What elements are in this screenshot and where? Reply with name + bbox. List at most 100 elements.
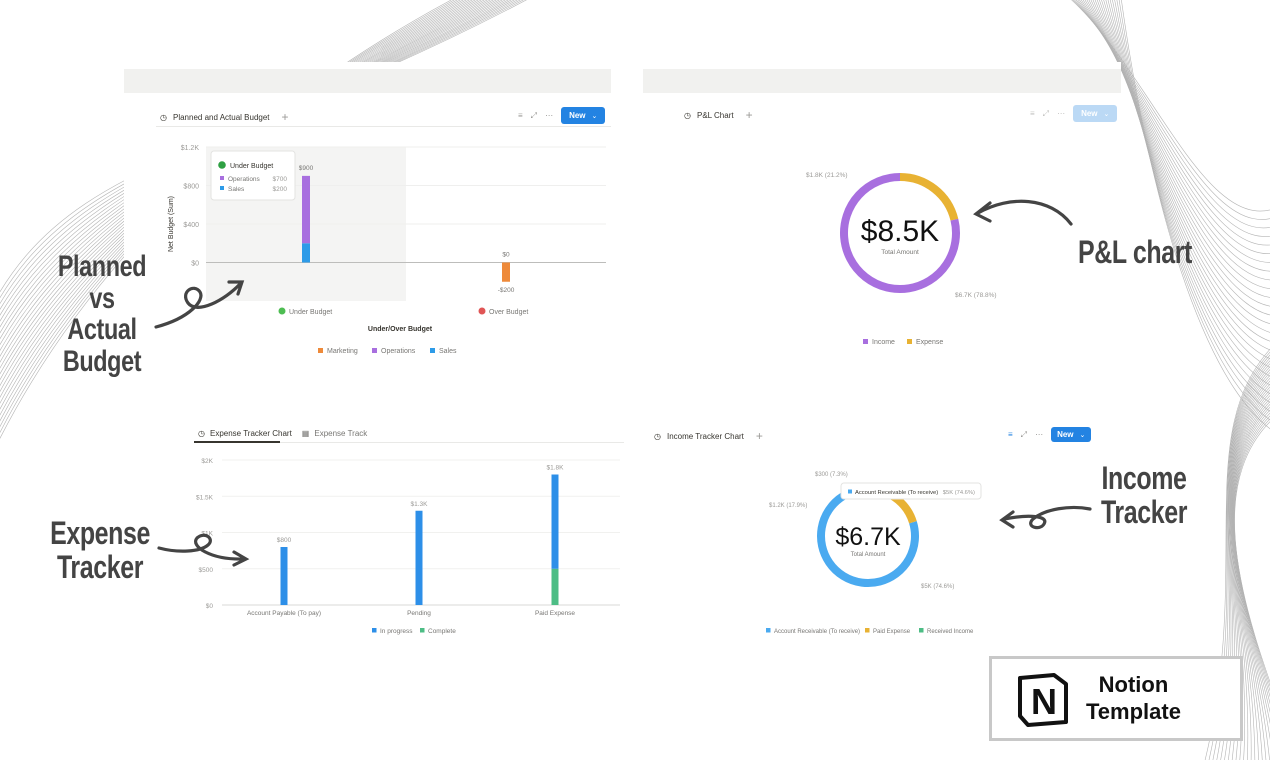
- chevron-down-icon: ⌄: [1079, 431, 1086, 439]
- more-icon[interactable]: ⋯: [545, 111, 554, 120]
- expense-tab-label-2: Expense Track: [314, 429, 368, 438]
- donut-slice: [817, 485, 919, 587]
- add-view-icon[interactable]: +: [745, 108, 753, 122]
- bar-segment: [502, 262, 510, 282]
- expand-icon[interactable]: ⤢: [530, 110, 538, 120]
- y-tick-label: $1.5K: [196, 494, 214, 501]
- arrow-pl: [976, 199, 1073, 226]
- y-tick-label: $500: [199, 567, 214, 574]
- filter-icon[interactable]: ≡: [1030, 109, 1035, 118]
- income-view-tab[interactable]: ◷ Income Tracker Chart +: [654, 429, 763, 443]
- planned-vs-actual-chart: $1.2K $800 $400 $0 Net Budget (Sum) Under Bud…: [168, 145, 606, 355]
- legend-label: In progress: [380, 628, 413, 635]
- planned-toolbar: ≡ ⤢ ⋯ New ⌄: [518, 107, 606, 124]
- legend-swatch: [318, 348, 323, 353]
- legend-label: Complete: [428, 628, 456, 635]
- x-axis-title: Under/Over Budget: [368, 326, 433, 333]
- wave-line: [1080, 0, 1270, 263]
- pl-view-tab[interactable]: ◷ P&L Chart +: [684, 108, 753, 122]
- add-view-icon[interactable]: +: [755, 429, 763, 443]
- expense-tab-label-1: Expense Tracker Chart: [209, 429, 292, 438]
- arrowhead-income: [999, 510, 1015, 529]
- tab-expense-tracker-chart[interactable]: ◷ Expense Tracker Chart: [198, 429, 292, 438]
- wave-line: [1234, 421, 1270, 684]
- filter-icon[interactable]: ≡: [518, 111, 523, 120]
- x-tick-label: Over Budget: [489, 309, 528, 316]
- tooltip-swatch: [848, 489, 852, 494]
- new-button-label: New: [569, 111, 586, 120]
- legend-label: Received Income: [927, 629, 974, 635]
- legend-swatch: [372, 348, 377, 353]
- legend-label: Account Receivable (To receive): [774, 629, 860, 635]
- annotation-income-tracker: Income Tracker: [1097, 461, 1191, 529]
- data-label: $0: [502, 252, 510, 259]
- tooltip-row-value: $200: [273, 186, 288, 193]
- donut-slice: [840, 173, 960, 293]
- legend-swatch: [865, 628, 870, 633]
- arrowhead-pl: [973, 201, 992, 223]
- tooltip-box: [210, 150, 296, 201]
- data-label: $900: [299, 165, 314, 172]
- tooltip-swatch: [220, 186, 224, 190]
- slice-label: $1.8K (21.2%): [806, 172, 848, 179]
- add-view-icon[interactable]: +: [281, 110, 289, 124]
- wave-line: [1118, 0, 1270, 421]
- legend-label: Marketing: [327, 348, 358, 355]
- filter-icon[interactable]: ≡: [1008, 430, 1013, 439]
- income-new-button[interactable]: New ⌄: [1051, 427, 1092, 442]
- expense-active-tab-underline: [194, 441, 280, 443]
- donut-slice: [899, 173, 959, 221]
- bar-segment: [551, 568, 559, 605]
- bar-segment: [302, 175, 310, 244]
- legend-swatch: [430, 348, 435, 353]
- brand-text: Notion Template: [1086, 672, 1181, 725]
- wave-line: [1092, 0, 1270, 316]
- legend-label: Income: [872, 339, 895, 346]
- expand-icon[interactable]: ⤢: [1042, 108, 1050, 118]
- legend-label: Expense: [916, 339, 943, 346]
- arrow-planned: [154, 282, 242, 329]
- tab-expense-track[interactable]: ▦ Expense Track: [302, 429, 367, 438]
- donut-center-value: $8.5K: [861, 215, 939, 248]
- slice-label: $6.7K (78.8%): [955, 292, 997, 299]
- tooltip-row-value: $700: [273, 176, 288, 183]
- x-tick-label: Pending: [407, 610, 431, 617]
- pl-panel-topbar: [643, 69, 1121, 93]
- annotation-line: vs: [89, 281, 115, 315]
- wave-line: [1084, 0, 1270, 280]
- pl-view-title: P&L Chart: [696, 110, 734, 120]
- tooltip-title: Under Budget: [230, 163, 273, 170]
- slice-label: $300 (7.3%): [815, 472, 848, 478]
- expense-header-divider: [194, 442, 624, 443]
- more-icon[interactable]: ⋯: [1035, 430, 1044, 439]
- annotation-planned-vs-actual: Planned vs Actual Budget: [54, 251, 151, 377]
- arrowhead-expense: [232, 550, 250, 567]
- y-tick-label: $400: [183, 222, 199, 229]
- wave-line: [1109, 0, 1270, 386]
- bar-segment: [415, 510, 423, 605]
- pl-new-button[interactable]: New ⌄: [1073, 105, 1118, 122]
- chart-clock-icon: ◷: [198, 429, 205, 438]
- chart-clock-icon: ◷: [160, 112, 167, 122]
- chevron-down-icon: ⌄: [1103, 110, 1110, 118]
- pl-panel: [643, 62, 1121, 362]
- data-label: -$200: [498, 287, 515, 294]
- annotation-line: P&L chart: [1078, 234, 1192, 270]
- brand-line-2: Template: [1086, 698, 1181, 724]
- expand-icon[interactable]: ⤢: [1020, 429, 1028, 439]
- arrowhead-planned: [227, 280, 245, 296]
- annotation-line: Budget: [62, 344, 142, 378]
- planned-new-button[interactable]: New ⌄: [561, 107, 606, 124]
- income-view-title: Income Tracker Chart: [666, 431, 744, 441]
- more-icon[interactable]: ⋯: [1057, 109, 1066, 118]
- x-tick-label: Paid Expense: [535, 610, 575, 617]
- wave-line: [1101, 0, 1270, 351]
- tooltip-row-label: Sales: [228, 186, 245, 193]
- notion-logo-letter: N: [1031, 681, 1057, 722]
- tooltip-swatch: [220, 176, 224, 180]
- planned-view-tab[interactable]: ◷ Planned and Actual Budget +: [160, 110, 289, 124]
- planned-panel-topbar: [124, 69, 611, 93]
